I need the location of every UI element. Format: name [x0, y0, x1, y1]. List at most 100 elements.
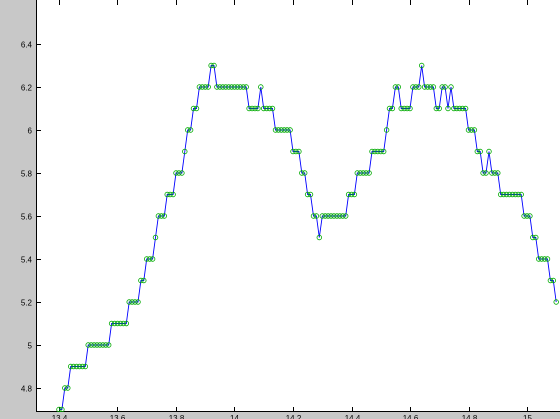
data-point-marker	[85, 342, 91, 348]
data-point-marker	[375, 148, 381, 155]
data-point-marker	[533, 234, 539, 241]
data-point-marker	[538, 256, 545, 262]
data-point-marker	[345, 191, 352, 198]
data-point-marker	[217, 84, 223, 90]
data-point-marker	[454, 105, 460, 112]
data-point-marker	[261, 105, 267, 112]
data-point-marker	[547, 277, 554, 284]
data-point-marker	[313, 213, 320, 219]
data-point-marker	[73, 363, 80, 370]
data-point-marker	[319, 213, 325, 219]
data-point-marker	[337, 213, 343, 219]
x-tick-label: 14.6	[403, 414, 419, 419]
data-point-marker	[114, 320, 121, 327]
data-point-marker	[354, 170, 360, 176]
data-point-marker	[316, 234, 322, 241]
data-point-marker	[155, 213, 162, 219]
x-tick-label: 14.8	[462, 414, 478, 419]
data-point-marker	[430, 84, 437, 90]
data-point-marker	[126, 299, 132, 305]
x-tick-label: 13.8	[169, 414, 185, 419]
data-point-marker	[117, 320, 124, 327]
data-point-marker	[237, 84, 243, 90]
data-point-marker	[462, 105, 469, 112]
data-point-marker	[401, 105, 407, 112]
data-point-marker	[193, 105, 200, 112]
data-point-marker	[76, 363, 83, 370]
data-point-marker	[527, 213, 533, 219]
x-axis-ticks: 13.4 13.6 13.8 14 14.2 14.4 14.6 14.8 15	[52, 0, 532, 419]
data-point-marker	[135, 299, 141, 305]
data-point-marker	[419, 62, 425, 69]
data-point-marker	[266, 105, 273, 112]
data-point-marker	[167, 191, 173, 198]
data-point-marker	[252, 105, 258, 112]
data-point-marker	[343, 213, 349, 219]
x-tick-label: 15	[523, 414, 532, 419]
data-point-marker	[281, 127, 287, 133]
data-point-marker	[506, 191, 513, 198]
data-point-marker	[459, 105, 466, 112]
data-point-marker	[351, 191, 358, 198]
data-point-marker	[357, 170, 363, 176]
data-point-marker	[231, 84, 238, 90]
x-tick-label: 14.2	[286, 414, 302, 419]
data-point-marker	[348, 191, 355, 198]
data-point-marker	[369, 148, 375, 155]
data-point-marker	[138, 277, 144, 284]
data-point-marker	[293, 148, 299, 155]
data-point-marker	[366, 170, 372, 176]
data-point-marker	[278, 127, 284, 133]
data-point-marker	[340, 213, 346, 219]
y-tick-label: 5.8	[21, 170, 33, 179]
data-point-marker	[541, 256, 548, 262]
data-point-marker	[179, 170, 185, 176]
data-point-marker	[302, 170, 308, 176]
data-point-marker	[486, 148, 492, 155]
data-point-marker	[416, 84, 422, 90]
data-point-marker	[424, 84, 431, 90]
data-point-marker	[228, 84, 235, 90]
data-point-marker	[97, 342, 103, 348]
data-point-marker	[296, 148, 302, 155]
data-point-marker	[492, 170, 498, 176]
data-point-marker	[386, 105, 393, 112]
data-point-marker	[88, 342, 94, 348]
data-point-marker	[246, 105, 252, 112]
data-point-marker	[550, 277, 556, 284]
data-point-marker	[421, 84, 428, 90]
data-point-marker	[82, 363, 88, 370]
data-point-marker	[436, 105, 442, 112]
data-point-marker	[500, 191, 507, 198]
data-point-marker	[184, 127, 191, 133]
data-point-marker	[468, 127, 475, 133]
data-point-marker	[149, 256, 156, 262]
data-point-marker	[404, 105, 410, 112]
data-point-marker	[553, 299, 559, 305]
data-point-marker	[161, 213, 167, 219]
data-point-marker	[439, 84, 445, 90]
data-point-marker	[495, 170, 501, 176]
data-point-marker	[518, 191, 524, 198]
data-point-marker	[307, 191, 314, 198]
x-tick-label: 14.4	[345, 414, 361, 419]
data-point-marker	[196, 84, 203, 90]
data-point-marker	[202, 84, 208, 90]
y-tick-label: 5.4	[21, 256, 33, 265]
marker-layer	[56, 62, 559, 412]
data-point-marker	[249, 105, 255, 112]
data-point-marker	[544, 256, 551, 262]
data-point-marker	[363, 170, 369, 176]
data-point-marker	[264, 105, 270, 112]
plot-area	[36, 0, 560, 412]
data-point-marker	[290, 148, 296, 155]
data-point-marker	[304, 191, 311, 198]
data-point-marker	[272, 127, 279, 133]
data-point-marker	[176, 170, 182, 176]
data-point-marker	[530, 234, 536, 241]
data-point-marker	[187, 127, 194, 133]
data-point-marker	[70, 363, 77, 370]
y-axis-ticks: 4.8 5 5.2 5.4 5.6 5.8 6 6.2 6.4	[21, 41, 41, 394]
data-point-marker	[173, 170, 179, 176]
